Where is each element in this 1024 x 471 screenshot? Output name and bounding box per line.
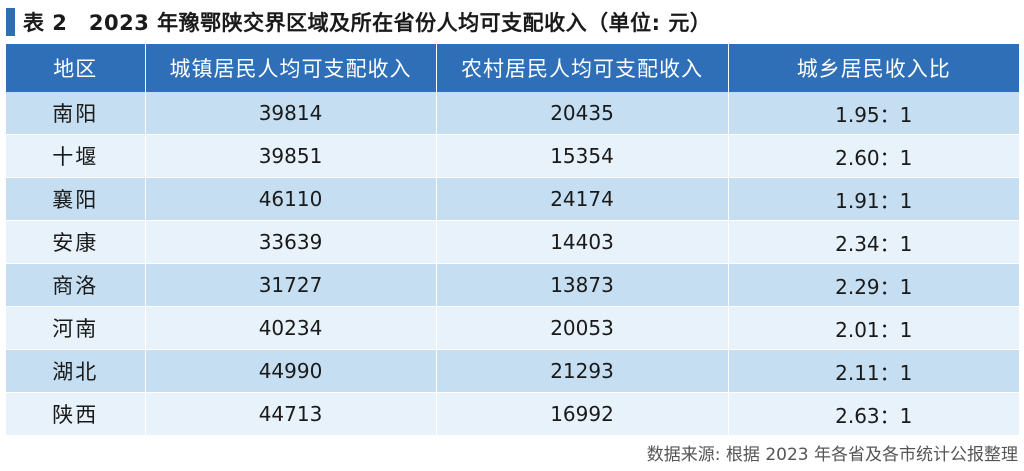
cell-rural-income: 24174 [436,177,729,221]
cell-region: 南阳 [6,92,146,135]
header-urban-income: 城镇居民人均可支配收入 [145,44,437,92]
cell-rural-income: 16992 [436,392,729,436]
cell-region: 河南 [6,306,146,350]
cell-income-ratio: 2.11：1 [728,349,1019,393]
cell-urban-income: 33639 [145,220,437,264]
cell-income-ratio: 2.34：1 [728,220,1019,264]
income-table: 地区 城镇居民人均可支配收入 农村居民人均可支配收入 城乡居民收入比 南阳 39… [6,44,1019,436]
cell-urban-income: 40234 [145,306,437,350]
cell-region: 商洛 [6,263,146,307]
cell-rural-income: 13873 [436,263,729,307]
table-row: 安康 33639 14403 2.34：1 [6,220,1019,264]
data-source-note: 数据来源: 根据 2023 年各省及各市统计公报整理 [646,445,1018,465]
table-row: 南阳 39814 20435 1.95：1 [6,92,1019,135]
table-row: 河南 40234 20053 2.01：1 [6,306,1019,350]
title-marker [6,8,15,36]
cell-region: 十堰 [6,134,146,178]
table-row: 十堰 39851 15354 2.60：1 [6,134,1019,178]
cell-income-ratio: 2.29：1 [728,263,1019,307]
cell-income-ratio: 2.01：1 [728,306,1019,350]
cell-rural-income: 15354 [436,134,729,178]
table-row: 商洛 31727 13873 2.29：1 [6,263,1019,307]
table-row: 襄阳 46110 24174 1.91：1 [6,177,1019,221]
cell-urban-income: 44713 [145,392,437,436]
cell-urban-income: 46110 [145,177,437,221]
cell-region: 襄阳 [6,177,146,221]
cell-rural-income: 21293 [436,349,729,393]
cell-rural-income: 14403 [436,220,729,264]
cell-region: 陕西 [6,392,146,436]
cell-urban-income: 39851 [145,134,437,178]
cell-rural-income: 20435 [436,92,729,135]
cell-income-ratio: 2.63：1 [728,392,1019,436]
cell-region: 湖北 [6,349,146,393]
cell-urban-income: 31727 [145,263,437,307]
header-income-ratio: 城乡居民收入比 [728,44,1019,92]
cell-income-ratio: 1.91：1 [728,177,1019,221]
table-row: 陕西 44713 16992 2.63：1 [6,392,1019,436]
cell-rural-income: 20053 [436,306,729,350]
cell-region: 安康 [6,220,146,264]
table-title: 表 2 2023 年豫鄂陕交界区域及所在省份人均可支配收入（单位: 元） [23,11,712,35]
cell-income-ratio: 1.95：1 [728,92,1019,135]
cell-urban-income: 44990 [145,349,437,393]
header-rural-income: 农村居民人均可支配收入 [436,44,729,92]
table-header-row: 地区 城镇居民人均可支配收入 农村居民人均可支配收入 城乡居民收入比 [6,44,1019,92]
cell-urban-income: 39814 [145,92,437,135]
table-row: 湖北 44990 21293 2.11：1 [6,349,1019,393]
table-title-bar: 表 2 2023 年豫鄂陕交界区域及所在省份人均可支配收入（单位: 元） [6,4,711,40]
header-region: 地区 [6,44,146,92]
cell-income-ratio: 2.60：1 [728,134,1019,178]
